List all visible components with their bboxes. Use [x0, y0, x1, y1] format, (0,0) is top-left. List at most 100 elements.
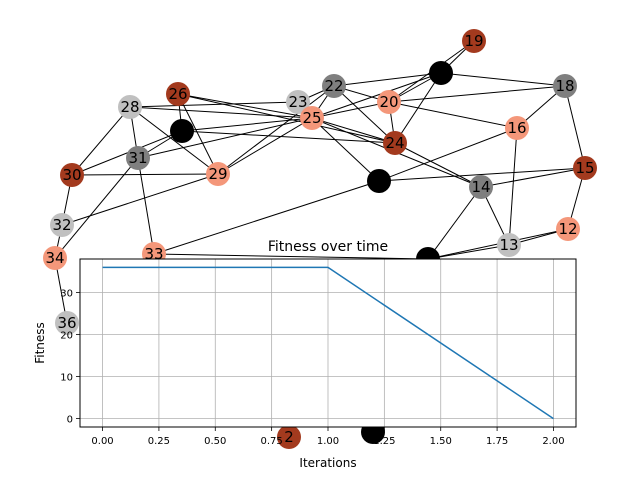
graph-node: [206, 162, 230, 186]
graph-edge: [508, 127, 518, 246]
graph-node: [553, 74, 577, 98]
graph-node-label: 18: [555, 77, 574, 95]
graph-node: [377, 90, 401, 114]
graph-edge: [333, 85, 396, 144]
y-tick-label: 30: [60, 289, 73, 300]
graph-node-label: 16: [507, 119, 526, 137]
graph-edge: [333, 72, 442, 87]
graph-edge: [129, 106, 219, 175]
graph-edge: [217, 85, 335, 175]
graph-edge: [217, 117, 313, 175]
chart-title: Fitness over time: [268, 239, 388, 255]
graph-node: [166, 82, 190, 106]
graph-node: [497, 233, 521, 257]
graph-node-label: 32: [52, 216, 71, 234]
graph-node: [277, 425, 301, 449]
graph-node: [367, 169, 391, 193]
graph-node: [505, 116, 529, 140]
y-tick-label: 0: [67, 415, 73, 426]
graph-node-label: 24: [385, 134, 404, 152]
graph-edge: [427, 186, 482, 260]
graph-edge: [378, 127, 518, 182]
grid-lines: [80, 259, 576, 427]
series-lines: [102, 266, 554, 420]
graph-edge: [71, 130, 183, 176]
graph-node-label: 28: [120, 98, 139, 116]
x-axis-ticks: 0.00 0.25 0.50 0.75 1.00 1.25 1.50 1.75 2.00: [91, 427, 565, 447]
graph-node-label: 26: [168, 85, 187, 103]
graph-node-label: 19: [464, 32, 483, 50]
graph-edge: [177, 93, 396, 144]
graph-node: [286, 90, 310, 114]
graph-node-label: 13: [499, 236, 518, 254]
graph-edge: [177, 93, 219, 175]
graph-node-label: 12: [558, 220, 577, 238]
graph-edge: [181, 117, 313, 132]
graph-node-label: 25: [302, 109, 321, 127]
graph-node: [126, 146, 150, 170]
graph-node-label: 34: [45, 249, 64, 267]
graph-node: [429, 61, 453, 85]
graph-edge: [480, 167, 586, 188]
x-tick-label: 1.50: [430, 436, 452, 447]
graph-edge: [311, 117, 396, 144]
graph-node-label: 22: [324, 77, 343, 95]
x-tick-label: 0.25: [148, 436, 170, 447]
x-axis-label: Iterations: [299, 456, 356, 470]
graph-node: [573, 156, 597, 180]
graph-edge: [137, 157, 155, 255]
y-tick-label: 10: [60, 373, 73, 384]
fitness-series-line: [102, 266, 554, 420]
x-tick-label: 0.50: [204, 436, 226, 447]
x-tick-label: 1.00: [317, 436, 339, 447]
graph-node: [383, 131, 407, 155]
graph-edge: [427, 244, 510, 260]
graph-edge: [71, 106, 131, 176]
graph-edge: [129, 101, 299, 108]
graph-node: [462, 29, 486, 53]
graph-edge: [153, 180, 380, 255]
graph-edge: [311, 72, 442, 119]
graph-edge: [311, 117, 380, 182]
graph-edge: [394, 142, 482, 188]
graph-edge: [440, 72, 566, 87]
graph-edge: [137, 117, 313, 159]
graph-node-label: 14: [471, 178, 490, 196]
graph-edge: [153, 253, 429, 260]
graph-edge: [61, 173, 219, 226]
graph-node-label: 30: [62, 166, 81, 184]
graph-node: [60, 163, 84, 187]
y-axis-ticks: 0 10 20 30: [60, 289, 80, 426]
graph-node: [55, 311, 79, 335]
graph-edge: [388, 85, 566, 103]
fitness-chart: 0.00 0.25 0.50 0.75 1.00 1.25 1.50 1.75 2.00 0 10…: [33, 239, 577, 470]
graph-edge: [181, 130, 396, 144]
graph-edge: [378, 167, 586, 182]
graph-node-label: 31: [128, 149, 147, 167]
graph-node-label: 20: [379, 93, 398, 111]
graph-node-label: 15: [575, 159, 594, 177]
graph-node: [43, 246, 67, 270]
graph-edge: [129, 106, 313, 119]
x-tick-label: 1.25: [373, 436, 395, 447]
graph-node-label: 23: [288, 93, 307, 111]
graph-node: [469, 175, 493, 199]
graph-node: [50, 213, 74, 237]
x-tick-label: 0.75: [261, 436, 283, 447]
graph-node: [300, 106, 324, 130]
x-tick-label: 0.00: [91, 436, 113, 447]
graph-node: [170, 119, 194, 143]
graph-node: [118, 95, 142, 119]
graph-node: [556, 217, 580, 241]
y-axis-label: Fitness: [33, 322, 47, 364]
graph-node: [322, 74, 346, 98]
graph-edge: [564, 85, 586, 169]
graph-node-label: 2: [284, 428, 294, 446]
x-tick-label: 2.00: [542, 436, 564, 447]
graph-node-label: 36: [57, 314, 76, 332]
graph-edge: [71, 173, 219, 176]
graph-edge: [388, 101, 518, 129]
